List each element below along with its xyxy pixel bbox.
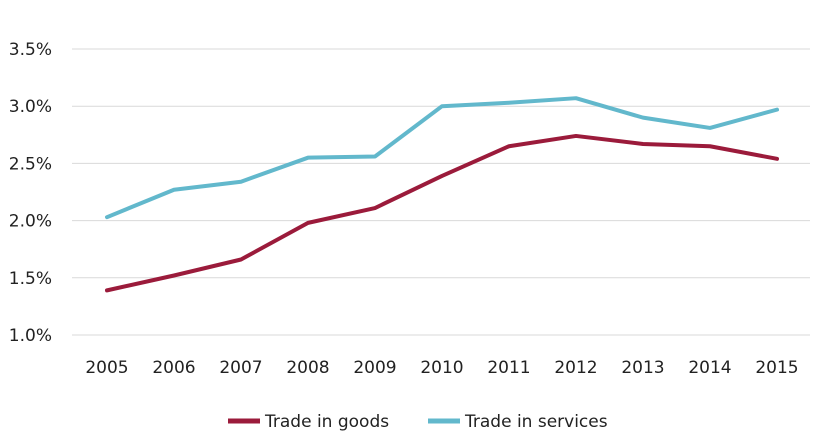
- series-line-trade-in-services: [105, 96, 779, 220]
- gridlines: [72, 48, 810, 336]
- y-tick-label: 2.5%: [9, 154, 52, 174]
- x-tick-label: 2010: [420, 358, 463, 378]
- y-tick-label: 3.5%: [9, 40, 52, 60]
- series-line-trade-in-goods: [105, 133, 779, 293]
- x-tick-label: 2013: [621, 358, 664, 378]
- x-tick-label: 2006: [152, 358, 195, 378]
- legend-label-trade-in-goods: Trade in goods: [264, 412, 389, 432]
- y-tick-label: 1.0%: [9, 326, 52, 346]
- x-tick-label: 2007: [219, 358, 262, 378]
- x-tick-label: 2005: [85, 358, 128, 378]
- x-tick-label: 2015: [755, 358, 798, 378]
- legend-label-trade-in-services: Trade in services: [464, 412, 608, 432]
- series-lines: [105, 96, 779, 293]
- legend: Trade in goods Trade in services: [228, 412, 608, 432]
- y-tick-label: 1.5%: [9, 269, 52, 289]
- x-tick-label: 2009: [353, 358, 396, 378]
- x-tick-label: 2008: [286, 358, 329, 378]
- y-tick-label: 3.0%: [9, 97, 52, 117]
- x-tick-label: 2014: [688, 358, 731, 378]
- x-tick-label: 2011: [487, 358, 530, 378]
- y-axis-ticks: 1.0% 1.5% 2.0% 2.5% 3.0% 3.5%: [9, 40, 52, 346]
- y-tick-label: 2.0%: [9, 212, 52, 232]
- x-axis-ticks: 2005 2006 2007 2008 2009 2010 2011 2012 2013 2014…: [85, 358, 798, 378]
- x-tick-label: 2012: [554, 358, 597, 378]
